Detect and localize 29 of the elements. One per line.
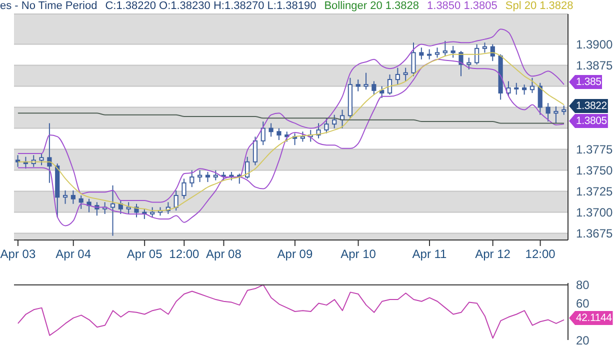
y-tick-label: 1.3900 [576, 38, 614, 52]
price-tag: 42.1144 [569, 311, 613, 325]
text: es - No Time Period [0, 0, 98, 14]
price-tag: 1.3822 [569, 99, 608, 113]
price-tag: 1.3805 [569, 114, 608, 128]
text: Bollinger 20 1.3828 [324, 0, 420, 14]
y-tick-label: 60 [576, 296, 590, 310]
y-tick-label: 1.3725 [576, 184, 614, 199]
y-tick-label: 1.3775 [576, 142, 614, 157]
x-tick-label: Apr 04 [56, 247, 92, 261]
x-tick-label: Apr 03 [0, 247, 36, 261]
y-tick-label: 1.3700 [576, 206, 614, 220]
x-tick-label: Apr 12 [475, 247, 511, 261]
price-tag: 1.385 [569, 75, 602, 89]
x-tick-label: 12:00 [525, 247, 556, 261]
x-tick-label: 12:00 [169, 247, 200, 261]
y-tick-label: 20 [576, 333, 590, 346]
x-tick-label: Apr 10 [340, 247, 376, 261]
x-tick-label: Apr 05 [126, 247, 163, 261]
y-tick-label: 1.3750 [576, 164, 614, 178]
text: 1.3850 1.3805 [427, 0, 498, 14]
text: C:1.38220 O:1.38230 H:1.38270 L:1.38190 [105, 0, 316, 14]
y-tick-label: 1.3875 [576, 58, 614, 73]
x-tick-label: Apr 08 [206, 247, 242, 261]
text: Spl 20 1.3828 [505, 0, 574, 14]
x-tick-label: Apr 11 [412, 247, 448, 261]
x-tick-label: Apr 09 [277, 247, 313, 261]
y-tick-label: 1.3675 [576, 226, 614, 241]
y-tick-label: 80 [576, 278, 590, 292]
